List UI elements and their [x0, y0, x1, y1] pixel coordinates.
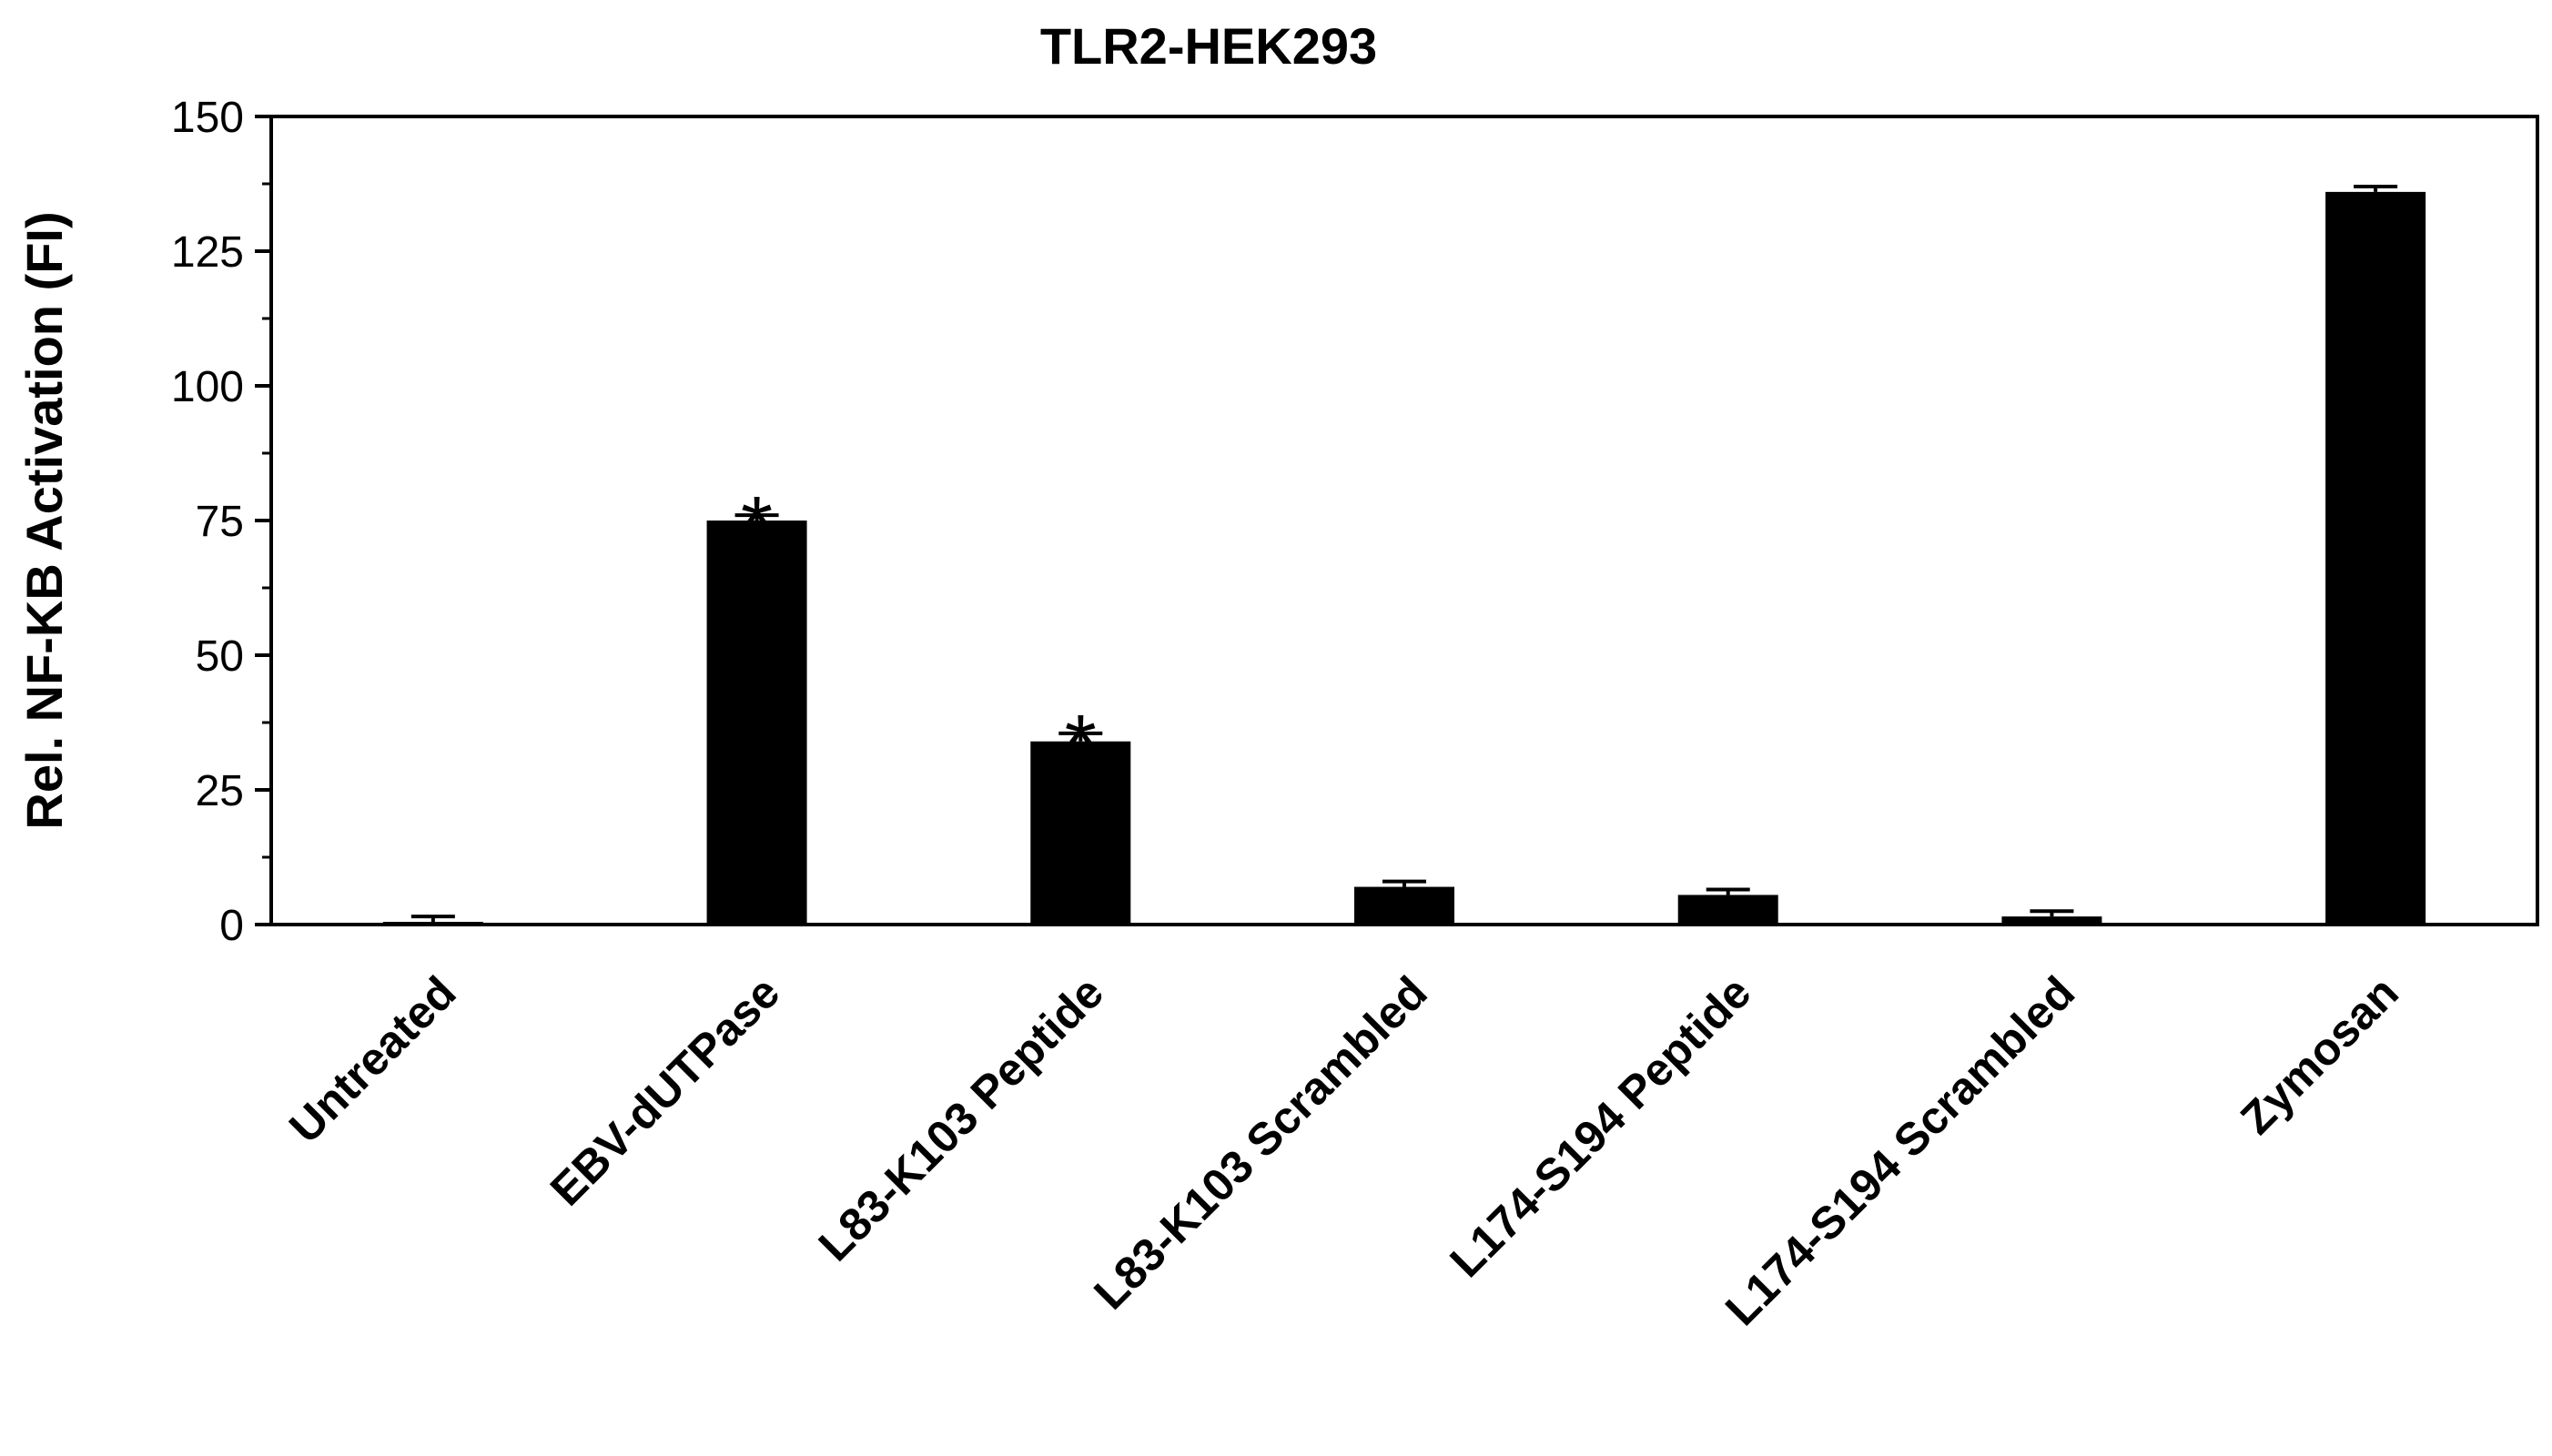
category-label: L83-K103 Scrambled: [1084, 966, 1436, 1319]
category-label: Untreated: [279, 966, 466, 1153]
bar: [1677, 895, 1778, 925]
y-tick-label: 0: [219, 902, 244, 950]
significance-marker: *: [1065, 699, 1097, 790]
y-tick-label: 75: [196, 498, 244, 546]
chart-title: TLR2-HEK293: [1040, 17, 1377, 75]
y-axis-label: Rel. NF-KB Activation (FI): [15, 211, 73, 829]
bars: [382, 191, 2426, 925]
significance-annotations: **: [741, 480, 1097, 790]
y-tick-label: 125: [171, 228, 244, 277]
bar: [1354, 886, 1454, 925]
category-label: Zymosan: [2231, 966, 2408, 1144]
category-labels: Untreated EBV-dUTPase L83-K103 PeptideL83-…: [279, 966, 2408, 1335]
category-label: L174-S194 Peptide: [1440, 966, 1760, 1287]
category-label: L174-S194 Scrambled: [1716, 966, 2084, 1335]
bar: [706, 521, 807, 925]
y-tick-label: 100: [171, 363, 244, 411]
significance-marker: *: [741, 480, 773, 571]
category-label: EBV-dUTPase: [541, 966, 789, 1215]
y-axis-tick-labels: 0 25 50 75 100 125 150: [171, 94, 244, 950]
bar: [2001, 916, 2102, 925]
bar: [1030, 741, 1131, 925]
category-label: L83-K103 Peptide: [809, 966, 1113, 1270]
plot-frame: [269, 115, 2539, 926]
y-tick-label: 50: [196, 632, 244, 681]
y-axis-ticks: [255, 115, 271, 926]
y-tick-label: 25: [196, 767, 244, 815]
y-tick-label: 150: [171, 94, 244, 142]
bar: [382, 922, 483, 925]
bar: [2325, 191, 2426, 925]
error-bars: [410, 184, 2398, 923]
